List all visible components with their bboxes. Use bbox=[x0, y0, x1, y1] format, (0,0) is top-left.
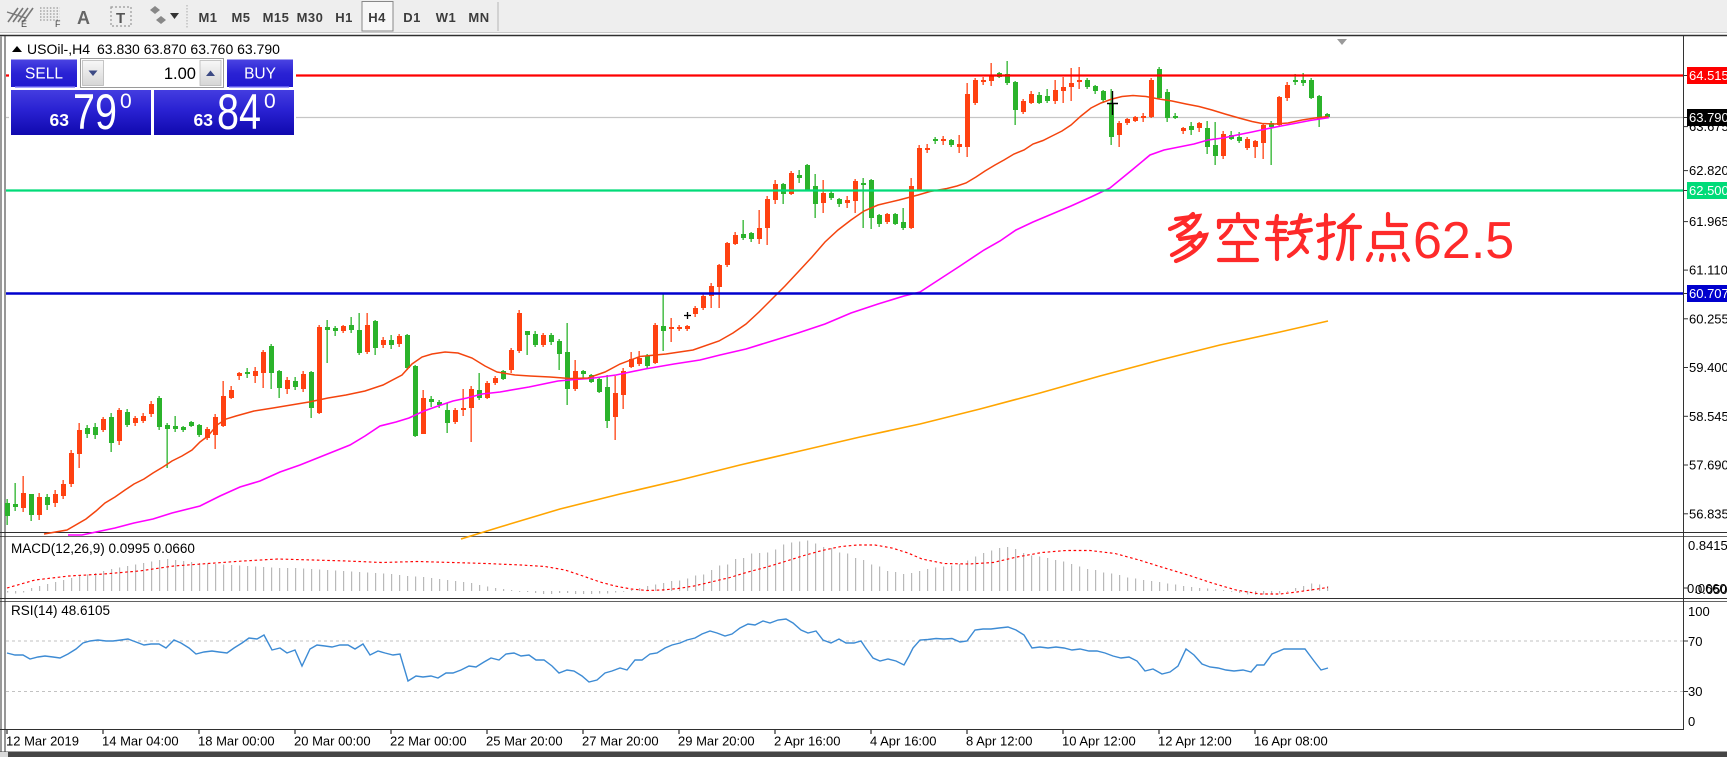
svg-text:60.707: 60.707 bbox=[1689, 286, 1727, 301]
svg-text:W1: W1 bbox=[436, 10, 457, 25]
svg-text:0.8415: 0.8415 bbox=[1688, 538, 1727, 553]
svg-text:18 Mar 00:00: 18 Mar 00:00 bbox=[198, 734, 275, 749]
svg-text:SELL: SELL bbox=[25, 66, 63, 83]
svg-text:84: 84 bbox=[217, 84, 261, 140]
svg-text:57.690: 57.690 bbox=[1689, 458, 1727, 473]
svg-text:H1: H1 bbox=[335, 10, 353, 25]
svg-text:62.820: 62.820 bbox=[1689, 163, 1727, 178]
svg-text:F: F bbox=[55, 19, 61, 29]
svg-text:A: A bbox=[77, 8, 90, 28]
svg-text:12 Apr 12:00: 12 Apr 12:00 bbox=[1158, 734, 1232, 749]
svg-text:0.0660: 0.0660 bbox=[1687, 581, 1727, 596]
svg-text:M30: M30 bbox=[297, 10, 324, 25]
svg-text:25 Mar 20:00: 25 Mar 20:00 bbox=[486, 734, 563, 749]
svg-text:M15: M15 bbox=[263, 10, 290, 25]
svg-text:20 Mar 00:00: 20 Mar 00:00 bbox=[294, 734, 371, 749]
svg-text:16 Apr 08:00: 16 Apr 08:00 bbox=[1254, 734, 1328, 749]
svg-text:MN: MN bbox=[468, 10, 489, 25]
svg-text:2 Apr 16:00: 2 Apr 16:00 bbox=[774, 734, 841, 749]
svg-text:0: 0 bbox=[264, 90, 276, 113]
svg-text:M5: M5 bbox=[231, 10, 250, 25]
svg-text:63.790: 63.790 bbox=[1689, 110, 1727, 125]
svg-text:60.255: 60.255 bbox=[1689, 311, 1727, 326]
svg-text:62.5: 62.5 bbox=[1413, 212, 1514, 270]
svg-text:10 Apr 12:00: 10 Apr 12:00 bbox=[1062, 734, 1136, 749]
svg-text:27 Mar 20:00: 27 Mar 20:00 bbox=[582, 734, 659, 749]
svg-text:E: E bbox=[21, 19, 27, 29]
svg-text:8 Apr 12:00: 8 Apr 12:00 bbox=[966, 734, 1033, 749]
svg-text:62.500: 62.500 bbox=[1689, 183, 1727, 198]
svg-text:H4: H4 bbox=[368, 10, 386, 25]
svg-text:12 Mar 2019: 12 Mar 2019 bbox=[6, 734, 79, 749]
svg-text:58.545: 58.545 bbox=[1689, 409, 1727, 424]
svg-text:14 Mar 04:00: 14 Mar 04:00 bbox=[102, 734, 179, 749]
svg-text:63: 63 bbox=[50, 110, 70, 130]
svg-text:0.0507: 0.0507 bbox=[1695, 582, 1727, 597]
svg-text:56.835: 56.835 bbox=[1689, 506, 1727, 521]
svg-text:RSI(14) 48.6105: RSI(14) 48.6105 bbox=[11, 603, 110, 618]
svg-text:4 Apr 16:00: 4 Apr 16:00 bbox=[870, 734, 937, 749]
svg-text:22 Mar 00:00: 22 Mar 00:00 bbox=[390, 734, 467, 749]
svg-text:70: 70 bbox=[1688, 634, 1702, 649]
svg-text:30: 30 bbox=[1688, 684, 1702, 699]
svg-text:63: 63 bbox=[194, 110, 214, 130]
svg-text:0: 0 bbox=[120, 90, 132, 113]
svg-text:61.965: 61.965 bbox=[1689, 214, 1727, 229]
svg-text:59.400: 59.400 bbox=[1689, 360, 1727, 375]
svg-text:64.515: 64.515 bbox=[1689, 68, 1727, 83]
svg-text:61.110: 61.110 bbox=[1689, 263, 1727, 278]
svg-text:29 Mar 20:00: 29 Mar 20:00 bbox=[678, 734, 755, 749]
svg-text:D1: D1 bbox=[403, 10, 421, 25]
svg-text:79: 79 bbox=[73, 84, 117, 140]
svg-text:M1: M1 bbox=[198, 10, 217, 25]
svg-text:T: T bbox=[116, 10, 125, 27]
svg-text:100: 100 bbox=[1688, 604, 1710, 619]
svg-text:BUY: BUY bbox=[244, 66, 276, 83]
svg-text:MACD(12,26,9) 0.0995 0.0660: MACD(12,26,9) 0.0995 0.0660 bbox=[11, 541, 195, 556]
svg-text:1.00: 1.00 bbox=[164, 65, 196, 83]
svg-text:0: 0 bbox=[1688, 714, 1695, 729]
